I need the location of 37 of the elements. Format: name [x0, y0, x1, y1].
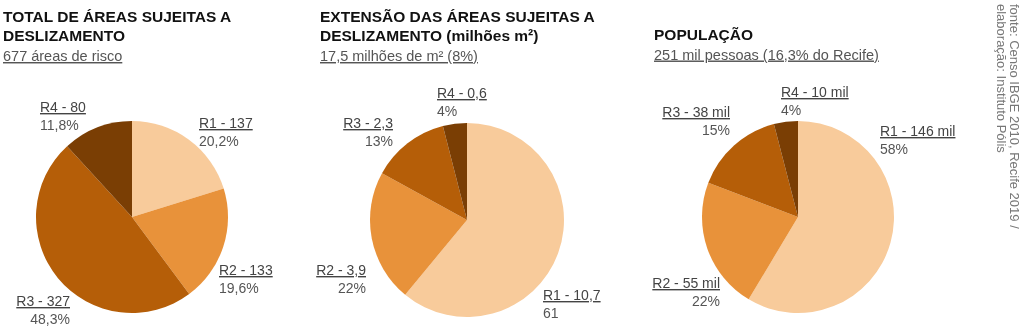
- text: elaboração: Instituto Pólis: [994, 4, 1009, 154]
- chart-title: EXTENSÃO DAS ÁREAS SUJEITAS A DESLIZAMENTO (milhões m²): [320, 8, 595, 45]
- data-label: 48,3%: [30, 311, 70, 328]
- chart-subtitle: 677 áreas de risco: [3, 48, 123, 64]
- data-label: 4%: [437, 103, 458, 120]
- slice-label: R1 - 146 mil: [880, 123, 956, 139]
- slice-label: R3 - 327: [16, 293, 71, 309]
- pie-slice: [442, 123, 467, 220]
- chart-title: TOTAL DE ÁREAS SUJEITAS A DESLIZAMENTO: [3, 8, 232, 45]
- data-label: 22%: [691, 293, 720, 310]
- data-label: 58%: [880, 141, 909, 158]
- data-label: 15%: [701, 122, 730, 139]
- chart-subtitle: 17,5 milhões de m² (8%): [320, 48, 478, 64]
- pie-slice: [405, 123, 564, 317]
- data-label: 22%: [337, 280, 366, 297]
- source-note: fonte: Censo IBGE 2010, Recife 2019 /: [1007, 4, 1022, 230]
- data-label: 19,6%: [219, 280, 259, 297]
- slice-label: R1 - 137: [199, 115, 253, 131]
- data-label: 4%: [781, 102, 802, 119]
- slice-label: R4 - 10 mil: [781, 84, 849, 100]
- slice-label: R2 - 55 mil: [652, 275, 720, 291]
- data-label: 11,8%: [40, 117, 79, 134]
- slice-label: R2 - 133: [219, 262, 273, 278]
- slice-label: R3 - 2,3: [343, 115, 394, 131]
- slice-label: R1 - 10,7: [543, 287, 601, 303]
- data-label: 20,2%: [199, 133, 239, 150]
- slice-label: R4 - 80: [40, 99, 87, 115]
- data-label: 61: [543, 305, 559, 322]
- slice-label: R4 - 0,6: [437, 85, 488, 101]
- chart-title: POPULAÇÃO: [654, 26, 754, 43]
- pie-slice: [36, 146, 190, 313]
- pie-slice: [773, 121, 798, 217]
- slice-label: R3 - 38 mil: [662, 104, 730, 120]
- chart-subtitle: 251 mil pessoas (16,3% do Recife): [654, 46, 879, 63]
- pie-slice: [370, 173, 467, 295]
- data-label: 13%: [364, 133, 393, 150]
- slice-label: R2 - 3,9: [316, 262, 367, 278]
